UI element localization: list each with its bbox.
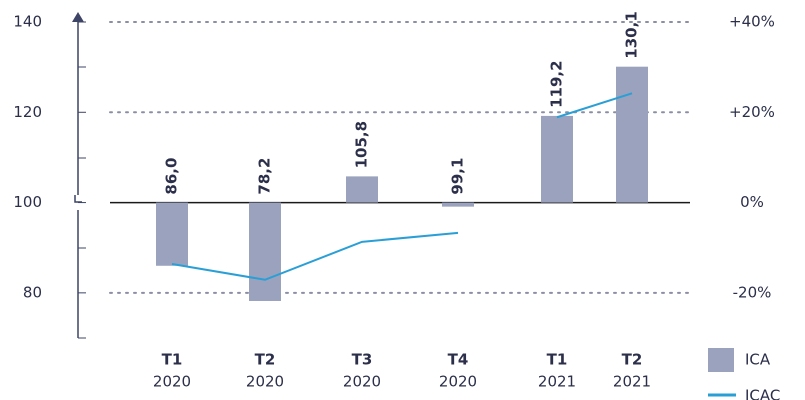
value-label: 130,1 (623, 11, 641, 58)
bar (616, 66, 648, 203)
value-label: 105,8 (353, 121, 371, 168)
x-tick-label: T4 (448, 351, 469, 369)
bar (541, 115, 573, 203)
value-label: 78,2 (256, 158, 274, 195)
value-label: 119,2 (548, 60, 566, 107)
x-tick-label: 2020 (343, 373, 381, 391)
line (171, 231, 459, 281)
x-tick-label: T2 (622, 351, 643, 369)
y2-tick-label: +20% (729, 103, 775, 121)
y2-tick-label: 0% (740, 193, 764, 211)
line (556, 92, 633, 119)
x-tick-label: 2021 (538, 373, 576, 391)
y-tick-label: 120 (13, 103, 42, 121)
minor-ticks (78, 66, 86, 339)
x-tick-label: 2020 (153, 373, 191, 391)
x-tick-label: T1 (162, 351, 183, 369)
y2-tick-label: +40% (729, 13, 775, 31)
legend-label: ICAC (745, 387, 780, 400)
x-tick-label: T1 (547, 351, 568, 369)
y-tick-label: 80 (23, 283, 42, 301)
y-tick-label: 140 (13, 13, 42, 31)
bar (249, 202, 281, 301)
axis-break (74, 195, 82, 203)
value-label: 99,1 (449, 158, 467, 195)
x-tick-label: 2021 (613, 373, 651, 391)
x-tick-label: 2020 (439, 373, 477, 391)
bar (156, 202, 188, 266)
legend-label: ICA (745, 351, 771, 369)
value-label: 86,0 (163, 158, 181, 195)
x-tick-label: 2020 (246, 373, 284, 391)
x-tick-label: T3 (352, 351, 373, 369)
y-axis-arrow (72, 12, 84, 22)
y-tick-label: 100 (13, 193, 42, 211)
bar (346, 176, 378, 203)
y2-tick-label: -20% (733, 283, 772, 301)
bar (442, 202, 474, 207)
legend-swatch (708, 348, 734, 372)
x-tick-label: T2 (255, 351, 276, 369)
